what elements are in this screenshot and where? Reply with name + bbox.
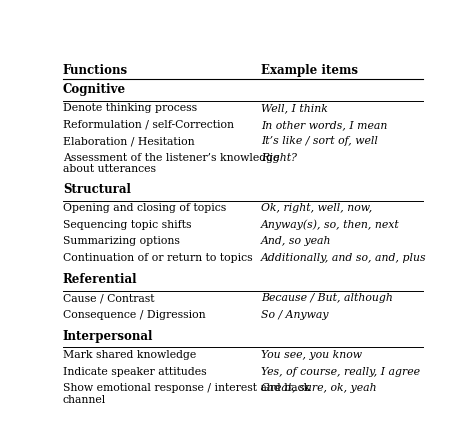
Text: Example items: Example items [261,64,358,77]
Text: And, so yeah: And, so yeah [261,236,332,247]
Text: Well, I think: Well, I think [261,103,328,113]
Text: Consequence / Digression: Consequence / Digression [63,310,206,320]
Text: Continuation of or return to topics: Continuation of or return to topics [63,253,253,263]
Text: Structural: Structural [63,183,131,196]
Text: Denote thinking process: Denote thinking process [63,103,197,113]
Text: Summarizing options: Summarizing options [63,236,180,247]
Text: Referential: Referential [63,273,137,286]
Text: Yes, of course, really, I agree: Yes, of course, really, I agree [261,367,420,376]
Text: Indicate speaker attitudes: Indicate speaker attitudes [63,367,207,376]
Text: Functions: Functions [63,64,128,77]
Text: Opening and closing of topics: Opening and closing of topics [63,203,226,214]
Text: Anyway(s), so, then, next: Anyway(s), so, then, next [261,220,400,231]
Text: Mark shared knowledge: Mark shared knowledge [63,350,196,360]
Text: Great, sure, ok, yeah: Great, sure, ok, yeah [261,383,377,393]
Text: Right?: Right? [261,153,297,163]
Text: Ok, right, well, now,: Ok, right, well, now, [261,203,373,214]
Text: In other words, I mean: In other words, I mean [261,120,388,130]
Text: Assessment of the listener’s knowledge
about utterances: Assessment of the listener’s knowledge a… [63,153,279,174]
Text: So / Anyway: So / Anyway [261,310,329,320]
Text: Elaboration / Hesitation: Elaboration / Hesitation [63,136,194,146]
Text: Show emotional response / interest and back
channel: Show emotional response / interest and b… [63,383,310,405]
Text: Interpersonal: Interpersonal [63,330,153,343]
Text: Because / But, although: Because / But, although [261,293,393,303]
Text: Additionally, and so, and, plus: Additionally, and so, and, plus [261,253,427,263]
Text: Cognitive: Cognitive [63,83,126,96]
Text: Cause / Contrast: Cause / Contrast [63,293,155,303]
Text: You see, you know: You see, you know [261,350,362,360]
Text: It’s like / sort of, well: It’s like / sort of, well [261,136,378,146]
Text: Reformulation / self-Correction: Reformulation / self-Correction [63,120,234,130]
Text: Sequencing topic shifts: Sequencing topic shifts [63,220,191,230]
